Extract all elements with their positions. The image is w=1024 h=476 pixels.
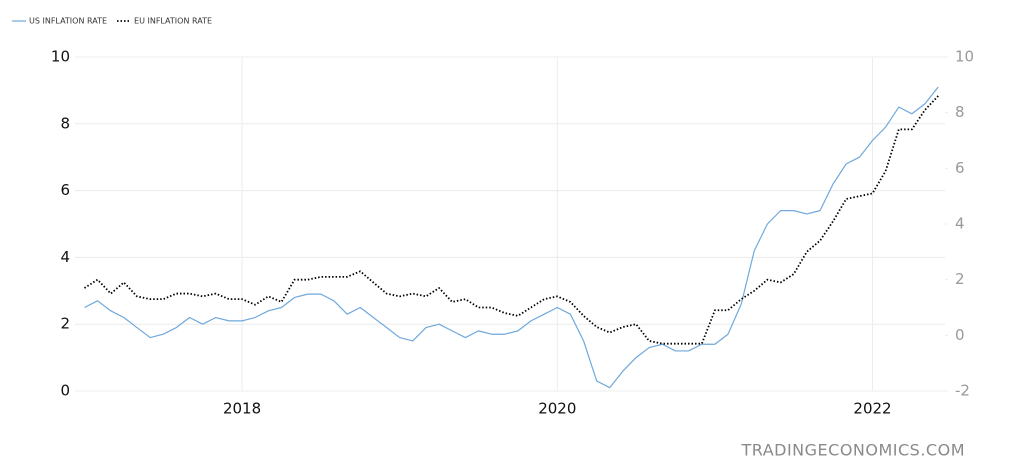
y2-tick-label: 4 xyxy=(955,215,965,233)
x-tick-label: 2018 xyxy=(223,400,261,418)
y2-tick-label: 2 xyxy=(955,270,965,288)
x-tick-label: 2022 xyxy=(853,400,891,418)
legend-label: EU INFLATION RATE xyxy=(134,17,212,26)
y-tick-label: 4 xyxy=(60,248,70,266)
y2-tick-label: 0 xyxy=(955,326,965,344)
series-line xyxy=(83,95,939,345)
watermark: TRADINGECONOMICS.COM xyxy=(740,441,965,460)
y-tick-label: 6 xyxy=(60,181,70,199)
series-line xyxy=(84,86,939,389)
y-tick-label: 8 xyxy=(60,114,70,132)
y2-tick-label: 6 xyxy=(955,159,965,177)
y-tick-label: 10 xyxy=(51,48,70,66)
y2-tick-label: -2 xyxy=(955,382,970,400)
legend-label: US INFLATION RATE xyxy=(29,17,107,26)
y2-tick-label: 10 xyxy=(955,48,974,66)
y-tick-label: 0 xyxy=(60,382,70,400)
y-tick-label: 2 xyxy=(60,315,70,333)
x-tick-label: 2020 xyxy=(538,400,576,418)
y2-tick-label: 8 xyxy=(955,103,965,121)
